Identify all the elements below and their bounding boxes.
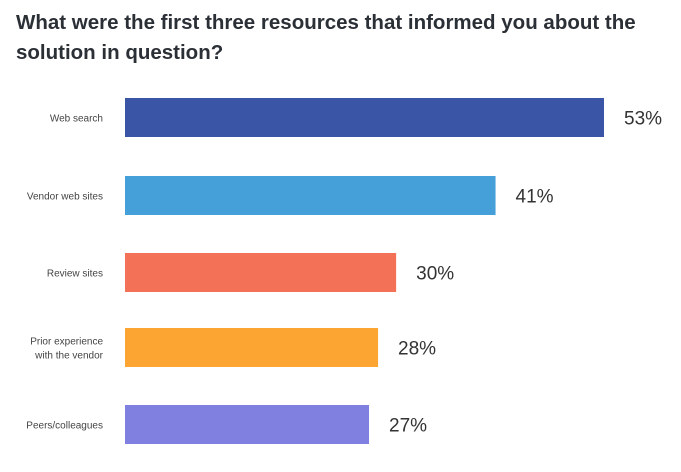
chart-title: What were the first three resources that… [16, 11, 636, 64]
value-label: 27% [389, 416, 427, 437]
bar [125, 176, 496, 215]
value-label: 41% [516, 187, 554, 208]
value-label: 53% [624, 109, 662, 130]
bar [125, 98, 604, 137]
category-label: Vendor web sites [27, 192, 103, 203]
bar [125, 253, 397, 292]
bar [125, 328, 379, 367]
category-label: Peers/colleagues [26, 421, 103, 432]
category-label: Review sites [47, 269, 103, 280]
value-label: 28% [398, 339, 436, 360]
category-label: Web search [50, 114, 103, 125]
value-label: 30% [416, 264, 454, 285]
category-label: with the vendor [34, 351, 103, 362]
bar [125, 405, 370, 444]
category-label: Prior experience [30, 337, 103, 348]
